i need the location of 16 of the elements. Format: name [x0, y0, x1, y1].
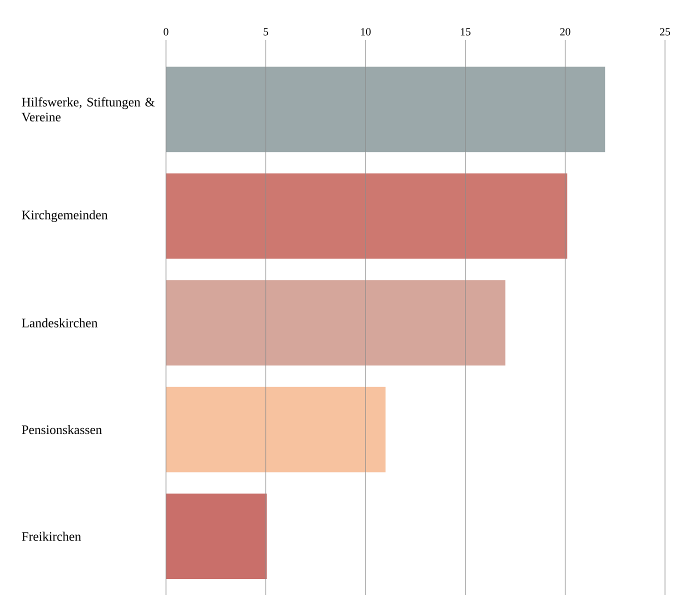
bar [166, 494, 267, 579]
x-tick-label: 20 [560, 28, 570, 36]
bar [166, 173, 568, 259]
y-tick-label: Pensionskassen [22, 425, 102, 434]
bar [166, 386, 386, 472]
bar [166, 66, 606, 152]
y-tick-label: Landeskirchen [22, 318, 98, 328]
x-tick-label: 25 [660, 28, 670, 36]
bar [166, 280, 506, 366]
x-tick-label: 10 [361, 28, 371, 36]
y-tick-label: Hilfswerke, Stiftungen & Vereine [22, 97, 155, 122]
x-tick-label: 5 [264, 28, 268, 36]
y-tick-label: Kirchgemeinden [22, 210, 108, 222]
x-tick-label: 15 [460, 28, 470, 36]
x-tick-label: 0 [164, 28, 168, 36]
y-tick-label: Freikirchen [22, 532, 81, 541]
